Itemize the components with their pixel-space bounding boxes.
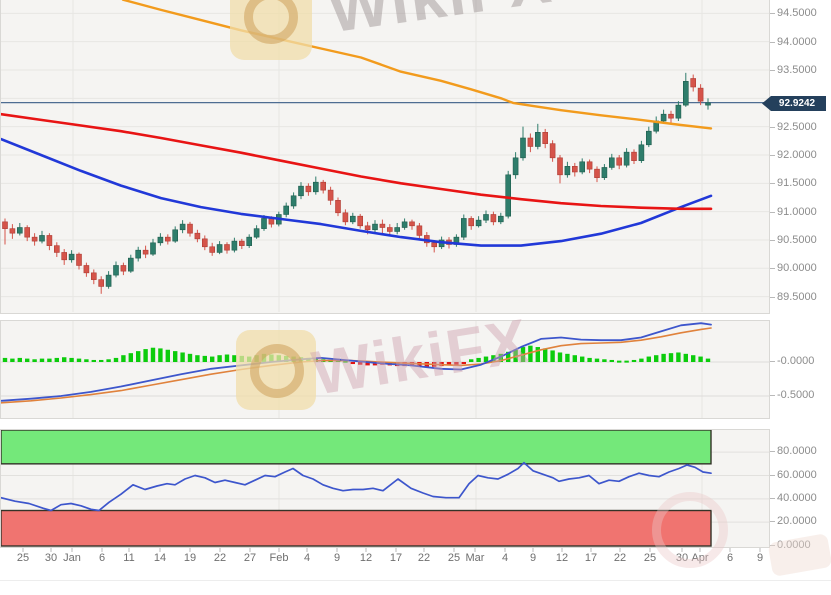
x-axis-tick bbox=[532, 548, 534, 552]
x-axis-label: Mar bbox=[465, 552, 485, 564]
x-axis-tick bbox=[278, 548, 280, 552]
price-panel[interactable] bbox=[0, 0, 770, 314]
y-axis-tick bbox=[770, 268, 775, 269]
x-axis-label: 14 bbox=[153, 552, 167, 564]
y-axis-label: 92.0000 bbox=[777, 149, 817, 161]
y-axis-tick bbox=[770, 297, 775, 298]
x-axis-tick bbox=[101, 548, 103, 552]
macd-panel[interactable] bbox=[0, 320, 770, 419]
x-axis-label: 30 bbox=[44, 552, 58, 564]
y-axis-label: 20.0000 bbox=[777, 515, 817, 527]
x-axis-tick bbox=[681, 548, 683, 552]
x-axis-tick bbox=[365, 548, 367, 552]
y-axis-tick bbox=[770, 155, 775, 156]
x-axis-label: Apr bbox=[691, 552, 709, 564]
y-axis-tick bbox=[770, 42, 775, 43]
x-axis-tick bbox=[453, 548, 455, 552]
x-axis-tick bbox=[619, 548, 621, 552]
x-axis-tick bbox=[699, 548, 701, 552]
y-axis-label: 93.5000 bbox=[777, 64, 817, 76]
x-axis-label: 11 bbox=[123, 552, 135, 564]
x-axis-label: 19 bbox=[183, 552, 197, 564]
x-axis-label: 22 bbox=[613, 552, 627, 564]
x-axis-tick bbox=[189, 548, 191, 552]
x-axis-label: 4 bbox=[501, 552, 509, 564]
x-axis-label: 12 bbox=[555, 552, 569, 564]
x-axis-tick bbox=[423, 548, 425, 552]
x-axis-tick bbox=[306, 548, 308, 552]
y-axis-tick bbox=[770, 521, 775, 522]
x-axis-label: 17 bbox=[389, 552, 403, 564]
y-axis-label: 40.0000 bbox=[777, 492, 817, 504]
y-axis-label: 89.5000 bbox=[777, 291, 817, 303]
x-axis-tick bbox=[729, 548, 731, 552]
y-axis-tick bbox=[770, 498, 775, 499]
x-axis-label: 12 bbox=[359, 552, 373, 564]
x-axis-label: 25 bbox=[643, 552, 657, 564]
x-axis-label: 22 bbox=[417, 552, 431, 564]
x-axis-tick bbox=[159, 548, 161, 552]
y-axis-label: 90.0000 bbox=[777, 262, 817, 274]
x-axis-label: Jan bbox=[63, 552, 81, 564]
y-axis-tick bbox=[770, 545, 775, 546]
stochastic-canvas[interactable] bbox=[1, 430, 769, 547]
x-axis-tick bbox=[590, 548, 592, 552]
x-axis-label: 9 bbox=[333, 552, 341, 564]
y-axis-tick bbox=[770, 183, 775, 184]
x-axis-tick bbox=[219, 548, 221, 552]
x-axis-label: 4 bbox=[303, 552, 311, 564]
last-price-badge: 92.9242 bbox=[762, 96, 826, 111]
x-axis-label: 9 bbox=[756, 552, 764, 564]
stochastic-panel[interactable] bbox=[0, 429, 770, 548]
candlestick-canvas[interactable] bbox=[1, 0, 769, 312]
x-axis-label: 6 bbox=[98, 552, 106, 564]
x-axis-label: 6 bbox=[726, 552, 734, 564]
y-axis-label: 94.5000 bbox=[777, 7, 817, 19]
x-axis-tick bbox=[336, 548, 338, 552]
bottom-divider bbox=[0, 580, 831, 581]
y-axis-tick bbox=[770, 212, 775, 213]
y-axis-tick bbox=[770, 451, 775, 452]
y-axis-label: 90.5000 bbox=[777, 234, 817, 246]
x-axis-label: 9 bbox=[529, 552, 537, 564]
x-axis-label: 17 bbox=[584, 552, 598, 564]
x-axis-tick bbox=[22, 548, 24, 552]
y-axis-tick bbox=[770, 395, 775, 396]
y-axis-tick bbox=[770, 361, 775, 362]
x-axis-tick bbox=[759, 548, 761, 552]
y-axis-tick bbox=[770, 127, 775, 128]
x-axis-tick bbox=[50, 548, 52, 552]
y-axis-label: 80.0000 bbox=[777, 445, 817, 457]
x-axis-label: 30 bbox=[675, 552, 689, 564]
y-axis-tick bbox=[770, 240, 775, 241]
last-price-value: 92.9242 bbox=[778, 98, 816, 109]
y-axis-label: 94.0000 bbox=[777, 36, 817, 48]
x-axis-tick bbox=[561, 548, 563, 552]
y-axis-label: -0.5000 bbox=[777, 389, 815, 401]
x-axis-tick bbox=[395, 548, 397, 552]
y-axis-label: 60.0000 bbox=[777, 469, 817, 481]
y-axis-label: 0.0000 bbox=[777, 539, 811, 551]
y-axis-label: 91.5000 bbox=[777, 177, 817, 189]
x-axis-tick bbox=[128, 548, 130, 552]
y-axis-label: 92.5000 bbox=[777, 121, 817, 133]
x-axis-tick bbox=[649, 548, 651, 552]
x-axis-label: 22 bbox=[213, 552, 227, 564]
y-axis-label: -0.0000 bbox=[777, 355, 815, 367]
y-axis-label: 91.0000 bbox=[777, 206, 817, 218]
y-axis-tick bbox=[770, 475, 775, 476]
y-axis-tick bbox=[770, 13, 775, 14]
x-axis-tick bbox=[71, 548, 73, 552]
x-axis-tick bbox=[474, 548, 476, 552]
x-axis-label: 25 bbox=[16, 552, 30, 564]
x-axis-label: 27 bbox=[243, 552, 257, 564]
x-axis-tick bbox=[504, 548, 506, 552]
x-axis-label: 25 bbox=[447, 552, 461, 564]
x-axis-label: Feb bbox=[269, 552, 289, 564]
y-axis-tick bbox=[770, 70, 775, 71]
x-axis-tick bbox=[249, 548, 251, 552]
macd-canvas[interactable] bbox=[1, 321, 769, 418]
